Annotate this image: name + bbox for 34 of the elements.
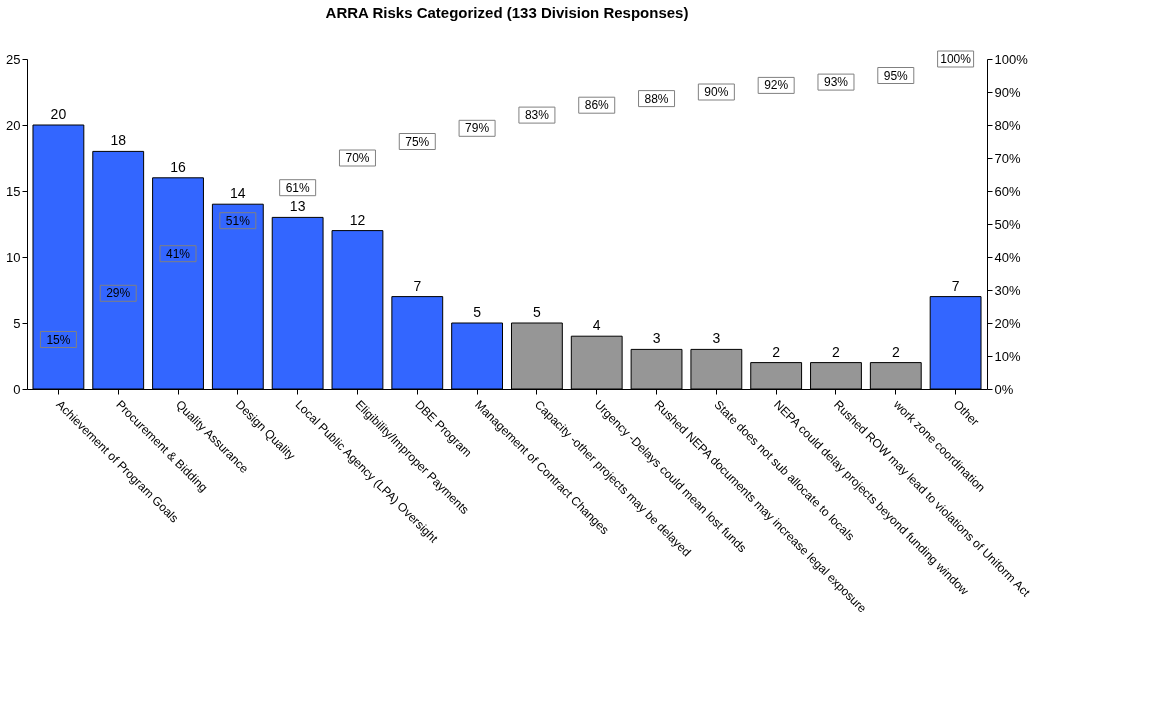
y2-tick-label: 70%: [994, 150, 1021, 166]
y2-tick-label: 10%: [994, 348, 1021, 364]
data-label: 13: [289, 198, 306, 215]
y2-tick-label: 60%: [994, 183, 1021, 199]
data-label: 3: [652, 330, 661, 347]
data-label: 5: [473, 304, 482, 320]
data-label: 2: [772, 343, 781, 360]
y2-tick-label: 0%: [994, 381, 1014, 397]
y-tick-label: 0: [13, 381, 21, 397]
chart-title: ARRA Risks Categorized (133 Division Responses): [325, 3, 689, 21]
y-tick-label: 20: [6, 117, 21, 133]
data-label: 12: [349, 211, 366, 228]
y2-tick-label: 80%: [994, 117, 1021, 133]
y2-tick-label: 90%: [994, 84, 1021, 100]
data-label: 14: [230, 185, 246, 202]
data-label: 16: [170, 158, 187, 175]
data-label: 5: [533, 304, 542, 320]
y-tick-label: 25: [6, 51, 21, 67]
data-label: 18: [110, 132, 127, 149]
data-label: 7: [413, 277, 422, 294]
data-label: 20: [50, 106, 67, 122]
y2-tick-label: 50%: [994, 216, 1021, 232]
data-label: 2: [891, 343, 900, 360]
y2-tick-label: 100%: [994, 51, 1029, 67]
data-label: 3: [712, 330, 721, 347]
data-label: 7: [951, 277, 960, 294]
y2-tick-label: 40%: [994, 249, 1021, 265]
y-tick-label: 15: [6, 183, 21, 199]
y2-tick-label: 20%: [994, 315, 1021, 331]
y2-tick-label: 30%: [994, 282, 1021, 298]
y-tick-label: 10: [6, 249, 21, 265]
y-tick-label: 5: [13, 315, 21, 331]
data-label: 4: [592, 317, 601, 334]
data-label: 2: [832, 343, 841, 360]
